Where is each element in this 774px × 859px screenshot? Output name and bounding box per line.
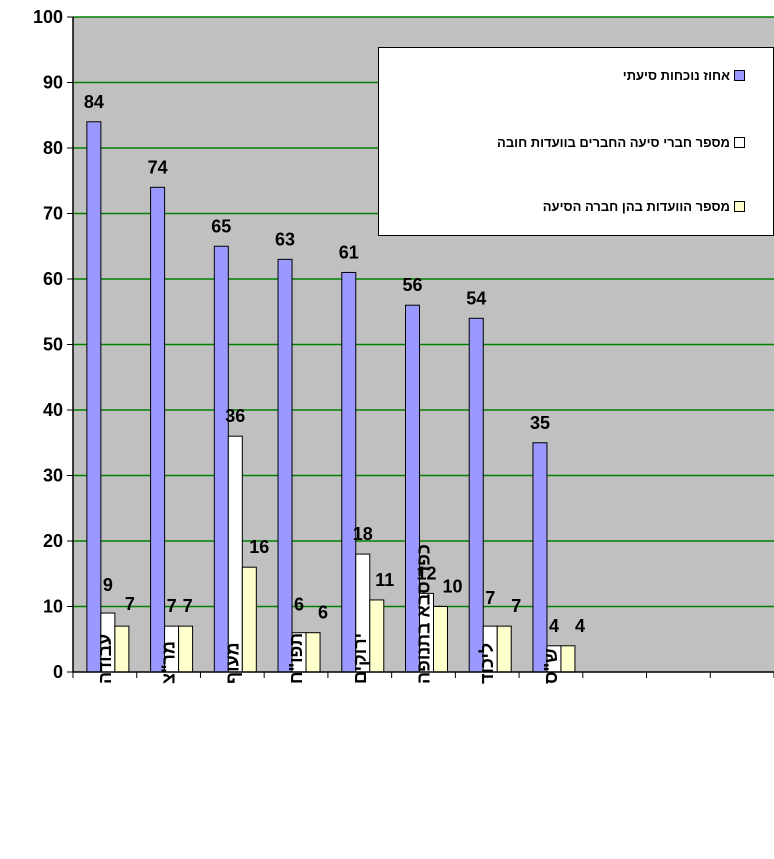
y-tick-label: 60 <box>43 269 63 289</box>
category-label: ירוקים <box>350 633 370 684</box>
y-tick-label: 20 <box>43 531 63 551</box>
bar <box>341 271 357 673</box>
data-label: 11 <box>375 570 394 590</box>
data-label: 10 <box>442 577 462 597</box>
data-label: 36 <box>225 406 245 426</box>
y-tick-label: 100 <box>33 7 63 27</box>
data-label: 6 <box>294 595 304 615</box>
legend-item: מספר הוועדות בהן חברה הסיעה <box>543 199 745 214</box>
data-label: 9 <box>103 575 113 595</box>
data-label: 7 <box>485 588 495 608</box>
legend-swatch-attendance <box>734 70 745 81</box>
data-label: 4 <box>549 616 559 636</box>
bar <box>150 186 166 673</box>
bar <box>86 121 102 673</box>
data-label: 16 <box>249 537 269 557</box>
bar <box>277 258 293 673</box>
y-tick-label: 90 <box>43 73 63 93</box>
category-label: מר"צ <box>159 641 179 684</box>
category-labels: עבודה מר"צ מעוף תפו"ח ירוקים כפר סבא בתנופה לי… <box>95 544 561 684</box>
data-label: 54 <box>466 288 486 308</box>
bar <box>305 632 321 673</box>
category-label: מעוף <box>222 642 242 684</box>
y-tick-labels: 0 10 20 30 40 50 60 70 80 90 100 <box>33 7 63 682</box>
data-label: 65 <box>211 216 231 236</box>
legend-swatch-committees <box>734 201 745 212</box>
category-label: תפו"ח <box>286 633 306 684</box>
bar <box>114 625 130 673</box>
bar <box>227 435 243 673</box>
category-label: ליכוד <box>477 643 497 684</box>
bar <box>532 442 548 673</box>
category-label: כפר סבא בתנופה <box>414 544 434 684</box>
bars <box>86 121 576 673</box>
data-label: 7 <box>511 596 521 616</box>
data-label: 7 <box>125 594 135 614</box>
data-label: 74 <box>148 157 168 177</box>
y-tick-label: 30 <box>43 466 63 486</box>
legend: אחוז נוכחות סיעתי מספר חברי סיעה החברים … <box>378 47 774 236</box>
data-label: 35 <box>530 413 550 433</box>
y-tick-label: 70 <box>43 204 63 224</box>
bar <box>433 606 448 673</box>
axes <box>67 16 774 678</box>
data-label: 84 <box>84 92 104 112</box>
legend-label: מספר חברי סיעה החברים בוועדות חובה <box>497 135 730 150</box>
legend-item: אחוז נוכחות סיעתי <box>623 68 745 83</box>
bar <box>178 625 194 673</box>
y-tick-label: 10 <box>43 597 63 617</box>
legend-label: מספר הוועדות בהן חברה הסיעה <box>542 199 730 214</box>
legend-swatch-members <box>734 137 745 148</box>
y-tick-label: 0 <box>53 662 63 682</box>
bar <box>369 599 385 673</box>
category-label: עבודה <box>95 634 115 684</box>
bar <box>241 566 257 673</box>
bar <box>213 245 229 673</box>
data-label: 4 <box>575 616 585 636</box>
y-tick-label: 50 <box>43 335 63 355</box>
data-label: 61 <box>339 242 359 262</box>
legend-label: אחוז נוכחות סיעתי <box>622 68 730 83</box>
data-label: 12 <box>416 563 436 583</box>
bar <box>560 645 576 673</box>
y-tick-label: 80 <box>43 138 63 158</box>
category-label: ש"ס <box>541 648 561 684</box>
data-label: 7 <box>183 596 193 616</box>
bar <box>468 317 484 673</box>
legend-item: מספר חברי סיעה החברים בוועדות חובה <box>497 135 745 150</box>
data-label: 18 <box>353 524 373 544</box>
y-tick-label: 40 <box>43 400 63 420</box>
data-label: 63 <box>275 229 295 249</box>
data-label: 56 <box>402 275 422 295</box>
data-label: 6 <box>318 603 328 623</box>
bar <box>496 625 512 673</box>
data-label: 7 <box>167 596 177 616</box>
